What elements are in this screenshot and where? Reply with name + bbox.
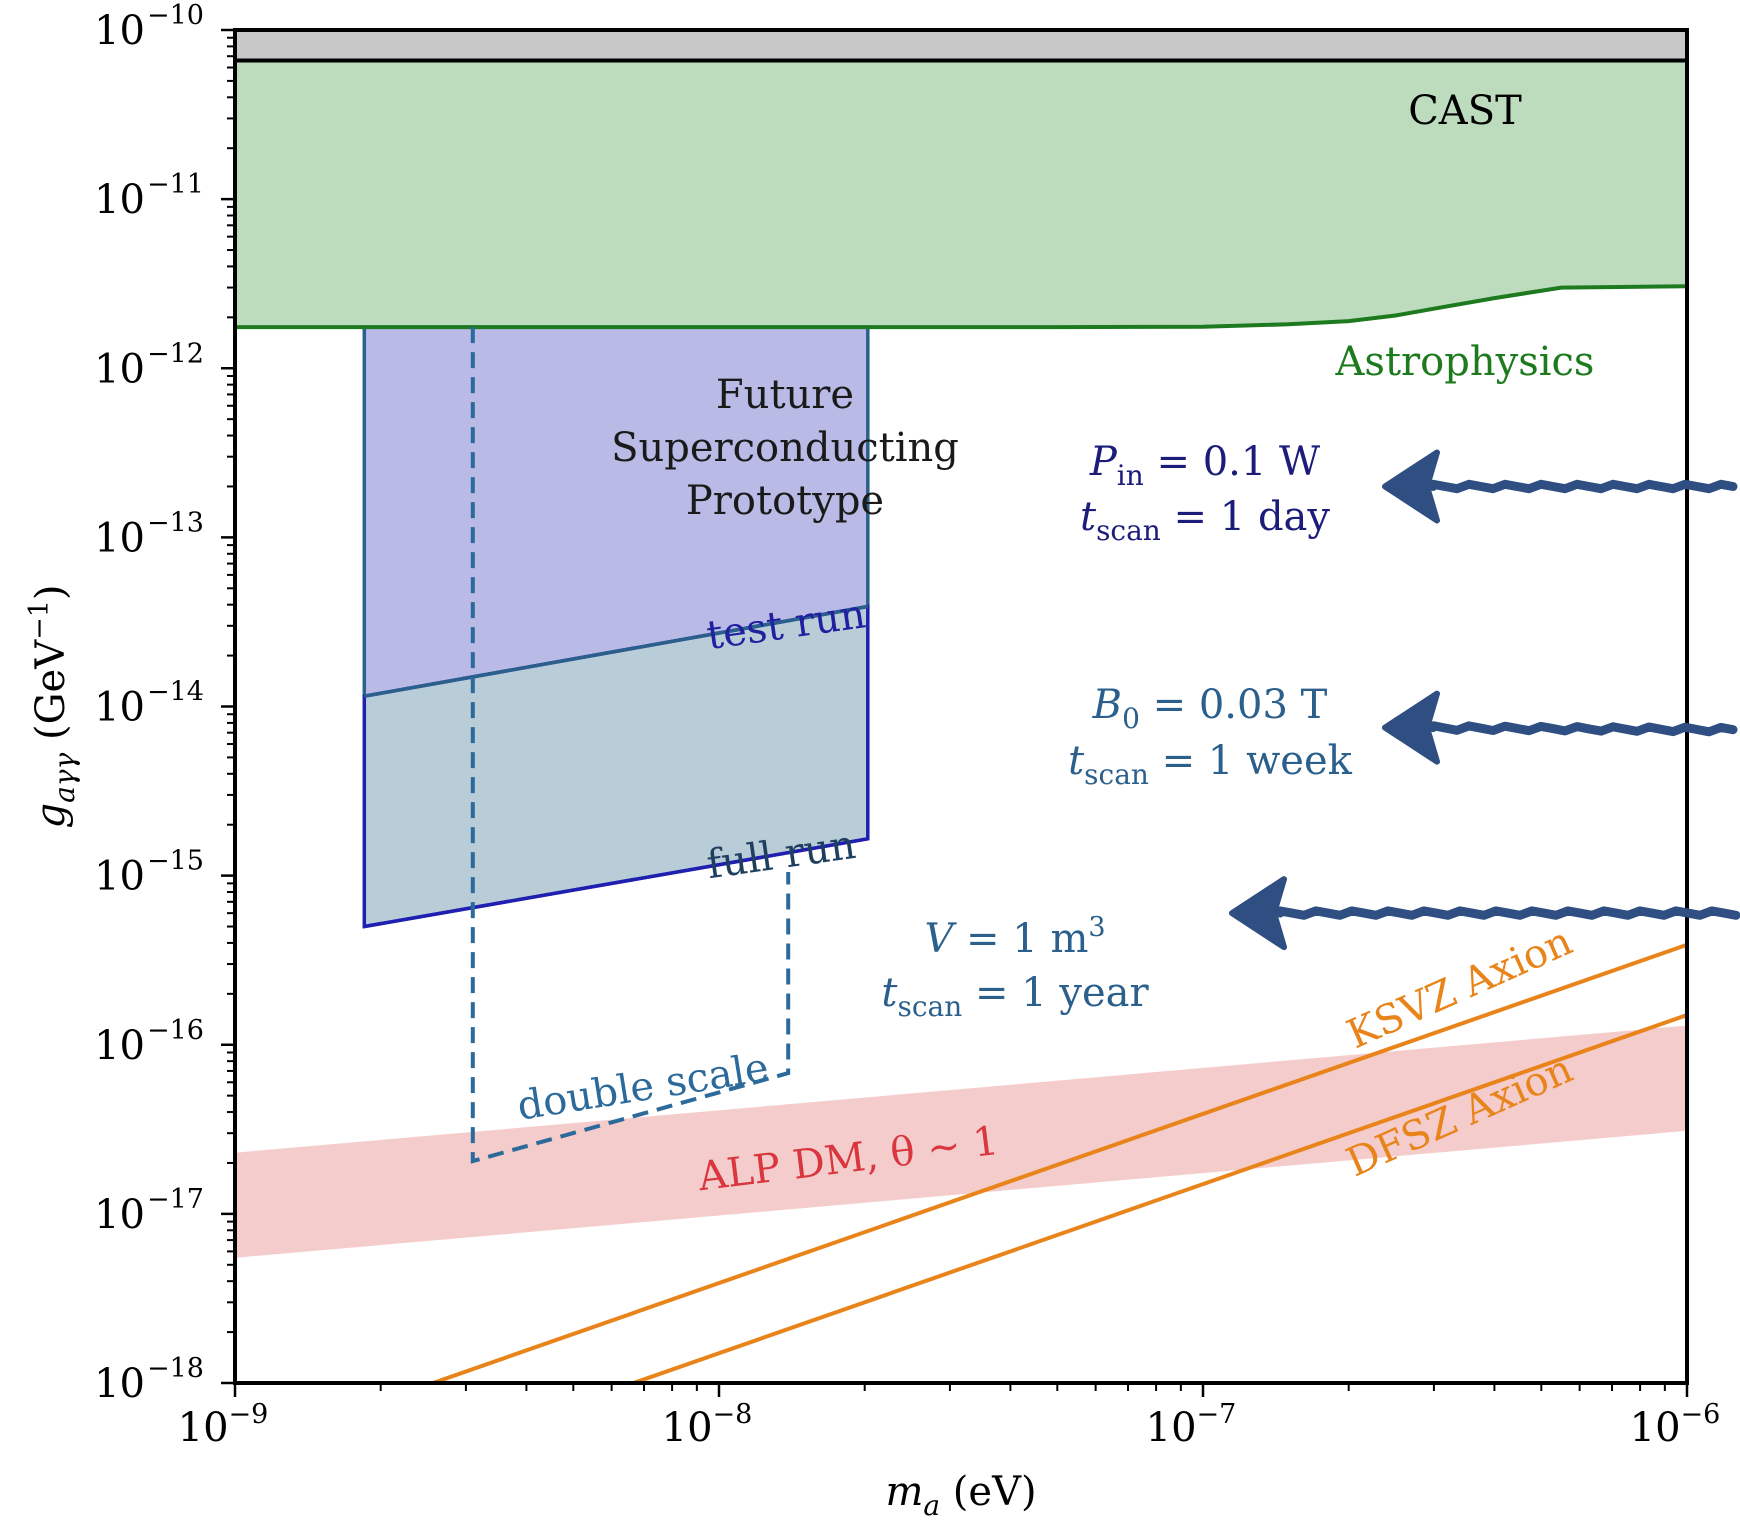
y-tick-exponent: −13 [147, 507, 204, 538]
astrophysics-boundary [235, 284, 1687, 330]
test-run-line [363, 604, 869, 698]
pin-arrow-head [1382, 449, 1440, 524]
y-tick-label: 10 [94, 1023, 145, 1069]
x-tick-label: 10−9 [178, 1399, 269, 1451]
full-run-line [363, 837, 869, 929]
pin-annotation-line: Pin = 0.1 W [1089, 439, 1320, 492]
vol-annotation-line: tscan = 1 year [881, 970, 1149, 1023]
y-tick-exponent: −16 [147, 1015, 204, 1046]
prototype-label: Future [716, 372, 854, 418]
prototype-label: Superconducting [611, 425, 959, 471]
y-tick-exponent: −17 [147, 1184, 204, 1215]
ksvz-label: KSVZ Axion [1340, 918, 1579, 1058]
alp-dm-band [235, 1025, 1687, 1258]
x-tick-label: 10−7 [1146, 1399, 1237, 1451]
y-tick-label: 10 [94, 8, 145, 54]
y-tick-label: 10 [94, 177, 145, 223]
ksvz-line [426, 942, 1687, 1383]
b0-annotation-line: B0 = 0.03 T [1092, 682, 1328, 735]
y-axis-title: gaγγ (GeV−1) [24, 584, 81, 828]
astrophysics-label: Astrophysics [1335, 339, 1595, 385]
b0-arrow-head [1382, 690, 1440, 765]
x-axis-title: ma (eV) [885, 1469, 1036, 1521]
y-tick-exponent: −10 [147, 0, 204, 31]
y-tick-exponent: −18 [147, 1353, 204, 1384]
y-tick-label: 10 [94, 1192, 145, 1238]
y-tick-label: 10 [94, 685, 145, 731]
b0-arrow-shaft [1428, 721, 1738, 737]
dfsz-line [627, 1013, 1687, 1383]
x-tick-label: 10−8 [662, 1399, 753, 1451]
cast-label: CAST [1408, 88, 1522, 134]
vol-annotation-line: V = 1 m3 [924, 912, 1105, 962]
y-tick-label: 10 [94, 346, 145, 392]
y-tick-exponent: −14 [147, 677, 204, 708]
cast-region [235, 30, 1687, 61]
y-tick-label: 10 [94, 1361, 145, 1407]
x-tick-label: 10−6 [1630, 1399, 1721, 1451]
y-tick-label: 10 [94, 515, 145, 561]
b0-annotation-line: tscan = 1 week [1068, 738, 1353, 791]
y-tick-exponent: −15 [147, 846, 204, 877]
pin-arrow-shaft [1428, 479, 1738, 494]
y-tick-label: 10 [94, 854, 145, 900]
vol-arrow-shaft [1275, 906, 1740, 920]
double-scale-line [470, 327, 791, 1164]
astrophysics-region [235, 60, 1687, 328]
y-tick-exponent: −12 [147, 338, 204, 369]
vol-arrow-head [1229, 876, 1287, 951]
y-tick-exponent: −11 [147, 169, 204, 200]
pin-annotation-line: tscan = 1 day [1080, 494, 1330, 547]
prototype-label: Prototype [686, 478, 884, 524]
